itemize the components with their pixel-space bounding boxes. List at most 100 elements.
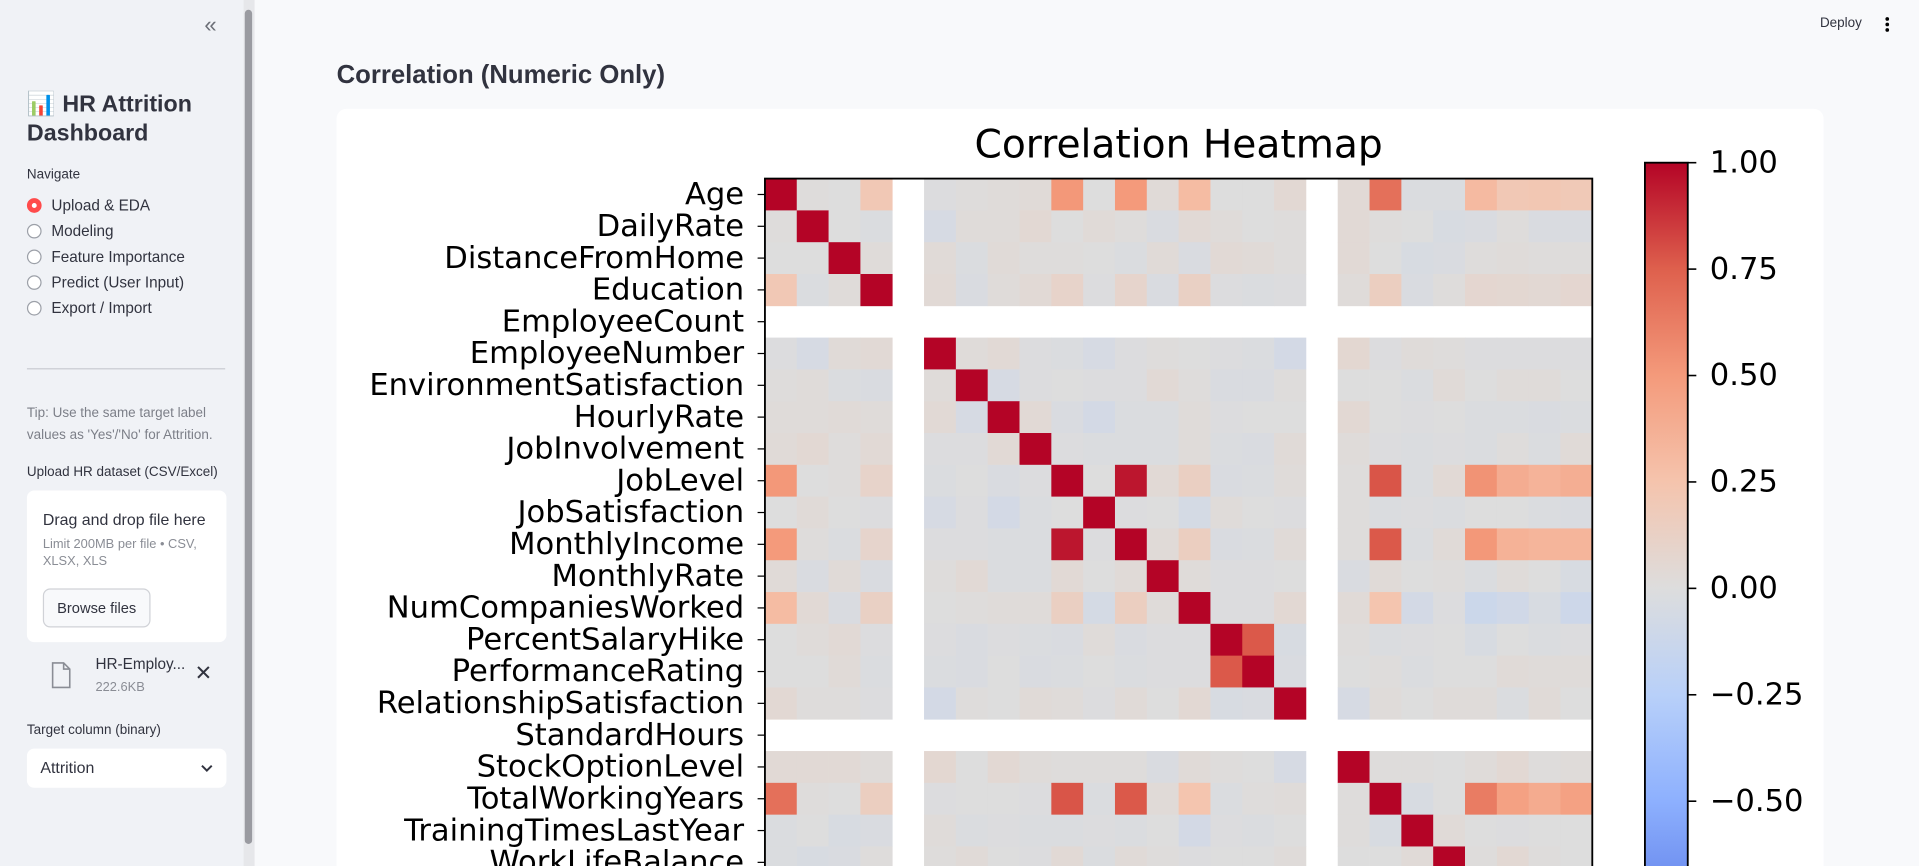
heatmap-cell	[1019, 814, 1052, 847]
heatmap-cell	[1146, 496, 1179, 529]
heatmap-cell	[1210, 592, 1243, 625]
heatmap-cell	[828, 496, 861, 529]
heatmap-cell	[924, 687, 957, 720]
heatmap-cell	[1210, 369, 1243, 402]
heatmap-cell	[987, 846, 1020, 866]
heatmap-cell	[924, 242, 957, 275]
heatmap-cell	[955, 782, 989, 816]
heatmap-cell	[955, 814, 989, 847]
heatmap-cell	[828, 337, 861, 370]
y-tick-label: JobSatisfaction	[515, 495, 744, 530]
heatmap-cell	[1019, 210, 1052, 243]
heatmap-cell	[1051, 178, 1084, 211]
heatmap-cell	[764, 655, 798, 688]
heatmap-cell	[1465, 528, 1498, 561]
heatmap-cell	[1083, 242, 1116, 275]
heatmap-cell	[1337, 528, 1370, 561]
heatmap-cell	[1146, 242, 1179, 275]
heatmap-cell	[924, 782, 957, 816]
heatmap-cell	[1560, 528, 1593, 561]
deploy-button[interactable]: Deploy	[1819, 15, 1862, 31]
radio-option[interactable]: Feature Importance	[51, 248, 185, 266]
heatmap-cell	[1337, 623, 1370, 657]
heatmap-cell	[955, 401, 989, 434]
y-tick-label: MonthlyRate	[552, 559, 745, 594]
heatmap-cell	[1051, 496, 1084, 529]
heatmap-cell	[1114, 337, 1148, 370]
heatmap-cell	[1210, 464, 1243, 497]
heatmap-cell	[1242, 242, 1275, 275]
heatmap-cell	[764, 814, 798, 847]
heatmap-cell	[1210, 496, 1243, 529]
heatmap-cell	[1051, 433, 1084, 466]
heatmap-cell	[955, 655, 989, 688]
heatmap-cell	[924, 273, 957, 307]
heatmap-cell	[1146, 337, 1179, 370]
heatmap-cell	[1465, 592, 1498, 625]
heatmap-cell	[1146, 560, 1179, 593]
heatmap-cell	[1114, 464, 1148, 497]
heatmap-cell	[1051, 782, 1084, 816]
menu-button[interactable]	[1882, 16, 1892, 33]
dropzone[interactable]: Drag and drop file here Limit 200MB per …	[26, 490, 227, 643]
heatmap-cell	[1465, 464, 1498, 497]
heatmap-cell	[1337, 273, 1370, 307]
heatmap-cell	[1242, 528, 1275, 561]
heatmap-cell	[955, 433, 989, 466]
heatmap-cell	[1051, 751, 1084, 784]
target-label: Target column (binary)	[26, 722, 161, 738]
y-tick-label: EmployeeNumber	[470, 336, 745, 371]
heatmap-cell	[1433, 401, 1466, 434]
heatmap-cell	[1242, 433, 1275, 466]
y-tick-label: HourlyRate	[574, 400, 744, 435]
heatmap-cell	[860, 814, 893, 847]
heatmap-cell	[796, 687, 829, 720]
heatmap-cell	[1433, 623, 1466, 657]
radio-option[interactable]: Upload & EDA	[51, 196, 151, 215]
heatmap-cell	[1401, 814, 1434, 847]
heatmap-cell	[1465, 273, 1498, 307]
heatmap-cell	[1114, 496, 1148, 529]
colorbar-tick-label: −0.25	[1710, 678, 1804, 713]
heatmap-cell	[1401, 687, 1434, 720]
radio-button[interactable]	[26, 249, 42, 265]
heatmap-cell	[1401, 528, 1434, 561]
heatmap-cell	[1242, 687, 1275, 720]
heatmap-cell	[1242, 592, 1275, 625]
radio-button[interactable]	[26, 275, 42, 290]
scroll-thumb[interactable]	[244, 9, 253, 845]
heatmap-cell	[1433, 210, 1466, 243]
heatmap-cell	[1114, 560, 1148, 593]
heatmap-cell	[1242, 401, 1275, 434]
heatmap-cell	[1528, 242, 1561, 275]
heatmap-cell	[860, 242, 893, 275]
target-select[interactable]: Attrition	[26, 748, 227, 788]
heatmap-cell	[1178, 592, 1211, 625]
heatmap-cell	[1242, 273, 1275, 307]
radio-button[interactable]	[26, 223, 42, 239]
radio-button[interactable]	[26, 300, 42, 316]
heatmap-cell	[1178, 782, 1211, 816]
browse-button[interactable]: Browse files	[42, 588, 151, 628]
scrollbar[interactable]	[243, 0, 255, 866]
heatmap-cell	[1560, 592, 1593, 625]
heatmap-cell	[987, 687, 1020, 720]
heatmap-cell	[1465, 846, 1498, 866]
heatmap-cell	[1114, 846, 1148, 866]
heatmap-cell	[1051, 528, 1084, 561]
colorbar-tick-label: 1.00	[1710, 145, 1778, 180]
heatmap-cell	[1528, 814, 1561, 847]
radio-option[interactable]: Export / Import	[51, 299, 152, 317]
heatmap-cell	[924, 337, 957, 370]
radio-option[interactable]: Predict (User Input)	[51, 273, 185, 292]
heatmap-cell	[1114, 528, 1148, 561]
heatmap-cell	[1274, 337, 1307, 370]
radio-button[interactable]	[26, 198, 42, 213]
remove-file-button[interactable]: ✕	[194, 661, 213, 685]
collapse-button[interactable]: «	[204, 12, 217, 37]
y-tick-label: EmployeeCount	[502, 304, 744, 339]
heatmap-cell	[1433, 242, 1466, 275]
heatmap-cell	[764, 464, 798, 497]
heatmap-cell	[1083, 369, 1116, 402]
radio-option[interactable]: Modeling	[51, 222, 114, 240]
